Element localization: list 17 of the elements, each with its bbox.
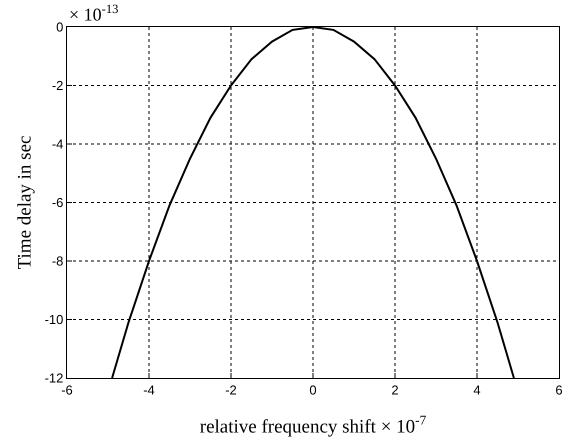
x-tick-label: 4 bbox=[473, 382, 481, 398]
y-tick-label: -6 bbox=[52, 195, 64, 210]
x-tick-label: 0 bbox=[309, 382, 317, 398]
y-tick-label: 0 bbox=[56, 20, 64, 35]
x-tick-label: 6 bbox=[555, 382, 563, 398]
y-tick-label: -12 bbox=[44, 370, 64, 386]
x-tick-label: -4 bbox=[143, 382, 155, 398]
y-axis-title: Time delay in sec bbox=[14, 136, 36, 270]
y-tick-label: -4 bbox=[52, 136, 64, 152]
x-tick-label: -2 bbox=[225, 382, 237, 398]
y-tick-label: -2 bbox=[52, 78, 64, 94]
text: × 10$^{-13}$ bbox=[69, 2, 118, 25]
x-axis-title: relative frequency shift × 10$^{-7}$ bbox=[200, 412, 427, 438]
y-tick-label: -10 bbox=[44, 312, 64, 328]
y-tick-label: -8 bbox=[52, 254, 64, 269]
x-tick-label: -6 bbox=[61, 382, 73, 398]
x-tick-label: 2 bbox=[391, 382, 399, 398]
